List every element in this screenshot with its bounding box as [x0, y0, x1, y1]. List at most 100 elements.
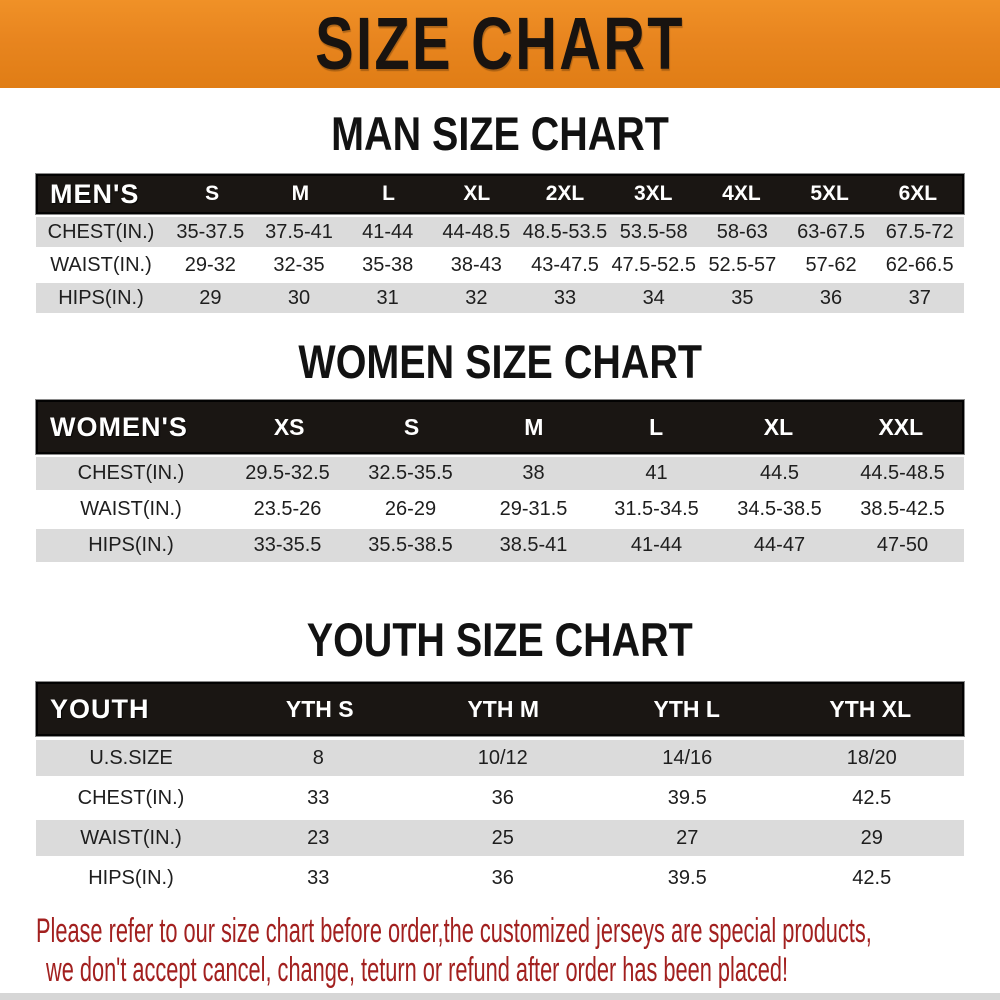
size-cell: 33 [307, 786, 330, 809]
size-cell: 34 [642, 286, 665, 309]
size-cell: 39.5 [667, 866, 707, 889]
size-cell: 67.5-72 [885, 220, 954, 243]
size-cell: 29-32 [184, 253, 236, 276]
row-label: CHEST(IN.) [77, 462, 185, 484]
size-cell: 35-37.5 [176, 220, 245, 243]
size-cell: 23.5-26 [253, 498, 322, 520]
size-column-header: 5XL [810, 182, 849, 205]
size-cell: 42.5 [852, 866, 892, 889]
size-column-header: YTH M [467, 695, 540, 722]
size-column-header: 4XL [722, 182, 761, 205]
size-cell: 29-31.5 [499, 498, 568, 520]
table-row: HIPS(IN.) 33 36 39.5 42.5 [36, 860, 964, 896]
size-column-header: YTH L [653, 695, 720, 722]
size-column-header: M [291, 182, 310, 205]
size-cell: 47-50 [876, 534, 929, 556]
size-column-header: XL [763, 413, 794, 440]
youth-section-heading-text: YOUTH SIZE CHART [306, 613, 694, 666]
table-header-row: MEN'S S M L XL 2XL 3XL 4XL 5XL 6XL [36, 174, 964, 214]
men-size-table: MEN'S S M L XL 2XL 3XL 4XL 5XL 6XL CHEST(IN.) 35-37… [36, 174, 964, 313]
size-cell: 23 [307, 826, 330, 849]
table-group-label: WOMEN'S [50, 411, 188, 442]
size-cell: 33 [307, 866, 330, 889]
size-cell: 29 [199, 286, 222, 309]
size-column-header: XXL [878, 413, 924, 440]
size-cell: 34.5-38.5 [737, 498, 822, 520]
size-cell: 36 [491, 786, 514, 809]
size-cell: 41-44 [630, 534, 683, 556]
women-section-heading-text: WOMEN SIZE CHART [298, 335, 702, 388]
size-cell: 37 [908, 286, 931, 309]
size-column-header: L [382, 182, 395, 205]
size-cell: 38-43 [450, 253, 502, 276]
size-cell: 38.5-41 [499, 534, 568, 556]
banner-title: SIZE CHART [315, 2, 685, 85]
disclaimer-note: Please refer to our size chart before or… [0, 912, 1000, 990]
size-column-header: 2XL [545, 182, 585, 205]
size-cell: 36 [819, 286, 843, 309]
table-row: WAIST(IN.) 23 25 27 29 [36, 820, 964, 856]
table-row: U.S.SIZE 8 10/12 14/16 18/20 [36, 740, 964, 776]
section-women: WOMEN SIZE CHART WOMEN'S XS S M L XL XXL CHEST(… [0, 313, 1000, 562]
size-cell: 31.5-34.5 [614, 498, 699, 520]
size-cell: 44-48.5 [442, 220, 511, 243]
size-cell: 41-44 [362, 220, 414, 243]
disclaimer-line-1: Please refer to our size chart before or… [36, 912, 872, 950]
table-row: WAIST(IN.) 23.5-26 26-29 29-31.5 31.5-34.5 34… [36, 493, 964, 526]
size-cell: 31 [376, 286, 399, 309]
size-cell: 33-35.5 [253, 534, 322, 556]
size-cell: 26-29 [384, 498, 437, 520]
table-group-label: MEN'S [50, 178, 140, 209]
size-cell: 25 [491, 826, 514, 849]
size-cell: 29 [860, 826, 883, 849]
size-cell: 47.5-52.5 [611, 253, 696, 276]
size-cell: 35 [731, 286, 754, 309]
size-cell: 8 [312, 746, 324, 769]
row-label: WAIST(IN.) [80, 826, 182, 849]
youth-size-table: YOUTH YTH S YTH M YTH L YTH XL U.S.SIZE 8 10/12… [36, 682, 964, 896]
row-label: U.S.SIZE [89, 746, 173, 769]
size-cell: 14/16 [662, 746, 713, 769]
size-column-header: XS [273, 413, 305, 440]
size-column-header: M [524, 413, 544, 440]
row-label: HIPS(IN.) [88, 534, 174, 556]
row-label: CHEST(IN.) [77, 786, 185, 809]
table-row: CHEST(IN.) 29.5-32.5 32.5-35.5 38 41 44.5 44.5… [36, 457, 964, 490]
men-section-heading-text: MAN SIZE CHART [331, 107, 669, 160]
table-row: CHEST(IN.) 35-37.5 37.5-41 41-44 44-48.5 48.5… [36, 217, 964, 247]
size-column-header: S [205, 182, 220, 205]
size-cell: 10/12 [477, 746, 528, 769]
size-cell: 18/20 [846, 746, 897, 769]
size-column-header: XL [463, 182, 491, 205]
section-men: MAN SIZE CHART MEN'S S M L XL 2XL 3XL 4XL 5XL 6XL… [0, 88, 1000, 313]
row-label: WAIST(IN.) [80, 498, 182, 520]
size-cell: 44.5-48.5 [860, 462, 945, 484]
size-cell: 38 [522, 462, 545, 484]
youth-section-heading: YOUTH SIZE CHART [0, 613, 1000, 666]
table-group-label: YOUTH [50, 693, 150, 724]
banner: SIZE CHART [0, 0, 1000, 88]
men-section-heading: MAN SIZE CHART [0, 107, 1000, 160]
size-cell: 42.5 [852, 786, 892, 809]
size-cell: 36 [491, 866, 514, 889]
size-cell: 48.5-53.5 [522, 220, 608, 243]
size-cell: 41 [645, 462, 668, 484]
row-label: HIPS(IN.) [88, 866, 174, 889]
size-cell: 29.5-32.5 [245, 462, 330, 484]
bottom-edge-strip [0, 993, 1000, 1000]
size-cell: 27 [676, 826, 699, 849]
size-cell: 32 [465, 286, 488, 309]
section-youth: YOUTH SIZE CHART YOUTH YTH S YTH M YTH L YTH… [0, 562, 1000, 896]
size-column-header: YTH S [285, 695, 354, 722]
table-header-row: YOUTH YTH S YTH M YTH L YTH XL [36, 682, 964, 736]
size-cell: 63-67.5 [797, 220, 865, 243]
size-cell: 37.5-41 [265, 220, 333, 243]
size-cell: 62-66.5 [885, 253, 954, 276]
size-cell: 53.5-58 [619, 220, 688, 243]
table-row: HIPS(IN.) 29 30 31 32 33 34 35 36 37 [36, 283, 964, 313]
table-row: HIPS(IN.) 33-35.5 35.5-38.5 38.5-41 41-44 44-… [36, 529, 964, 562]
size-cell: 52.5-57 [708, 253, 777, 276]
row-label: CHEST(IN.) [47, 220, 155, 243]
size-cell: 33 [553, 286, 577, 309]
size-column-header: YTH XL [829, 695, 912, 722]
